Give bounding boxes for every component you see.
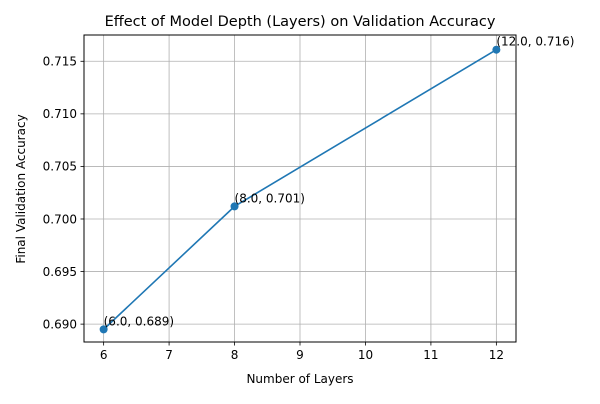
x-tick-label: 10 — [358, 348, 373, 362]
data-point-marker — [492, 45, 501, 54]
chart-title: Effect of Model Depth (Layers) on Valida… — [105, 14, 496, 30]
x-axis-label: Number of Layers — [246, 372, 353, 386]
y-axis-label: Final Validation Accuracy — [14, 114, 28, 263]
data-points — [99, 45, 501, 334]
y-tick-label: 0.715 — [43, 55, 77, 69]
x-tick-label: 9 — [296, 348, 304, 362]
y-tick-label: 0.695 — [43, 265, 77, 279]
data-point-marker — [230, 202, 239, 211]
x-tick-label: 7 — [165, 348, 173, 362]
x-tick-label: 8 — [231, 348, 239, 362]
point-annotation: (6.0, 0.689) — [104, 314, 174, 328]
point-annotation: (12.0, 0.716) — [496, 35, 574, 49]
y-tick-label: 0.700 — [43, 212, 77, 226]
x-axis-ticks: 6 7 8 9 10 11 12 — [100, 342, 504, 362]
y-tick-label: 0.705 — [43, 160, 77, 174]
y-axis-ticks: 0.690 0.695 0.700 0.705 0.710 0.715 — [43, 55, 84, 331]
x-tick-label: 11 — [423, 348, 438, 362]
y-tick-label: 0.710 — [43, 107, 77, 121]
point-annotation: (8.0, 0.701) — [235, 191, 305, 205]
y-tick-label: 0.690 — [43, 317, 77, 331]
x-tick-label: 6 — [100, 348, 108, 362]
data-point-marker — [99, 325, 108, 334]
x-tick-label: 12 — [489, 348, 504, 362]
